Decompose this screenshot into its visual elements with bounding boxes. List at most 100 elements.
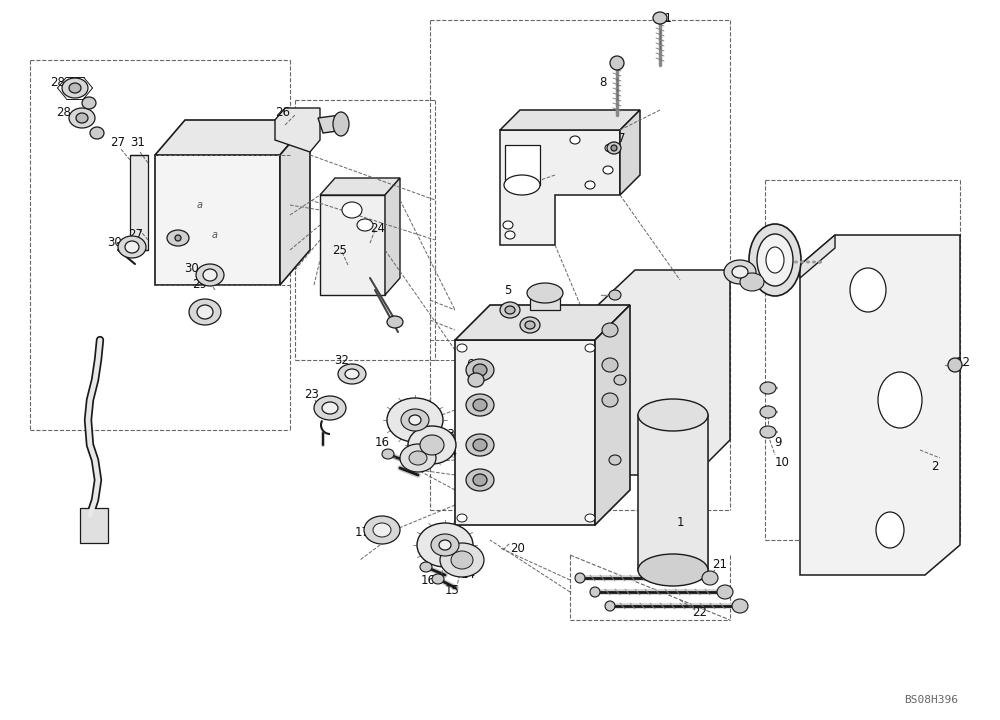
Polygon shape xyxy=(318,115,345,133)
Ellipse shape xyxy=(357,219,373,231)
Ellipse shape xyxy=(338,364,366,384)
Ellipse shape xyxy=(69,108,95,128)
Text: 7: 7 xyxy=(618,132,626,145)
Ellipse shape xyxy=(850,268,886,312)
Polygon shape xyxy=(385,178,400,295)
Ellipse shape xyxy=(314,396,346,420)
Ellipse shape xyxy=(90,127,104,139)
Ellipse shape xyxy=(609,290,621,300)
Ellipse shape xyxy=(322,402,338,414)
Ellipse shape xyxy=(575,573,585,583)
Ellipse shape xyxy=(398,467,402,469)
Ellipse shape xyxy=(402,468,406,472)
Ellipse shape xyxy=(342,202,362,218)
Ellipse shape xyxy=(876,512,904,548)
Text: 5: 5 xyxy=(504,284,512,297)
Text: 20: 20 xyxy=(511,541,525,554)
Ellipse shape xyxy=(401,409,429,431)
Text: 14: 14 xyxy=(460,569,476,582)
Ellipse shape xyxy=(189,299,221,325)
Ellipse shape xyxy=(749,224,801,296)
Text: 27: 27 xyxy=(110,135,126,148)
Polygon shape xyxy=(620,110,640,195)
Ellipse shape xyxy=(203,269,217,281)
Ellipse shape xyxy=(638,554,708,586)
Polygon shape xyxy=(455,340,595,525)
Text: 17: 17 xyxy=(354,526,370,539)
Text: 32: 32 xyxy=(335,354,349,366)
Ellipse shape xyxy=(473,364,487,376)
Ellipse shape xyxy=(602,393,618,407)
Ellipse shape xyxy=(638,399,708,431)
Text: 13: 13 xyxy=(448,552,462,564)
Ellipse shape xyxy=(196,264,224,286)
Ellipse shape xyxy=(504,175,540,195)
Ellipse shape xyxy=(118,236,146,258)
Ellipse shape xyxy=(439,540,451,550)
Ellipse shape xyxy=(602,358,618,372)
Ellipse shape xyxy=(62,78,88,98)
Polygon shape xyxy=(800,235,835,278)
Text: a: a xyxy=(212,230,218,240)
Text: 22: 22 xyxy=(692,606,708,618)
Ellipse shape xyxy=(387,398,443,442)
Text: 11: 11 xyxy=(658,12,672,24)
Ellipse shape xyxy=(611,145,617,151)
Ellipse shape xyxy=(82,97,96,109)
Ellipse shape xyxy=(724,260,756,284)
Text: 23: 23 xyxy=(305,389,319,402)
Ellipse shape xyxy=(794,261,798,264)
Polygon shape xyxy=(275,108,320,152)
Text: 15: 15 xyxy=(445,583,459,596)
Ellipse shape xyxy=(420,435,444,455)
Ellipse shape xyxy=(800,261,804,264)
Ellipse shape xyxy=(702,571,718,585)
Ellipse shape xyxy=(766,247,784,273)
Ellipse shape xyxy=(717,585,733,599)
Polygon shape xyxy=(800,235,960,575)
Ellipse shape xyxy=(878,372,922,428)
Ellipse shape xyxy=(602,323,618,337)
Ellipse shape xyxy=(812,261,816,264)
Polygon shape xyxy=(155,120,310,155)
Ellipse shape xyxy=(603,166,613,174)
Ellipse shape xyxy=(505,231,515,239)
Text: BS08H396: BS08H396 xyxy=(904,695,958,705)
Text: 25: 25 xyxy=(333,243,347,256)
Ellipse shape xyxy=(167,230,189,246)
Text: 6: 6 xyxy=(466,359,474,372)
Text: 26: 26 xyxy=(276,106,290,119)
Ellipse shape xyxy=(609,455,621,465)
Ellipse shape xyxy=(500,302,520,318)
Text: 16: 16 xyxy=(420,574,436,587)
Ellipse shape xyxy=(197,305,213,319)
Polygon shape xyxy=(598,270,730,475)
Ellipse shape xyxy=(451,551,473,569)
Ellipse shape xyxy=(409,415,421,425)
Text: 28: 28 xyxy=(57,106,71,119)
Polygon shape xyxy=(455,305,630,340)
Text: 29: 29 xyxy=(192,279,208,292)
Ellipse shape xyxy=(570,136,580,144)
Bar xyxy=(80,508,108,543)
Text: 14: 14 xyxy=(442,446,458,459)
Ellipse shape xyxy=(417,523,473,567)
Text: 10: 10 xyxy=(775,456,789,469)
Polygon shape xyxy=(500,110,640,130)
Ellipse shape xyxy=(614,375,626,385)
Bar xyxy=(638,415,708,570)
Polygon shape xyxy=(155,155,280,285)
Bar xyxy=(130,155,148,250)
Ellipse shape xyxy=(610,56,624,70)
Ellipse shape xyxy=(605,601,615,611)
Ellipse shape xyxy=(457,344,467,352)
Ellipse shape xyxy=(466,359,494,381)
Ellipse shape xyxy=(466,434,494,456)
Ellipse shape xyxy=(757,234,793,286)
Text: 16: 16 xyxy=(374,436,390,449)
Text: 24: 24 xyxy=(370,222,386,235)
Polygon shape xyxy=(530,295,560,310)
Ellipse shape xyxy=(382,449,394,459)
Ellipse shape xyxy=(364,516,400,544)
Polygon shape xyxy=(595,305,630,525)
